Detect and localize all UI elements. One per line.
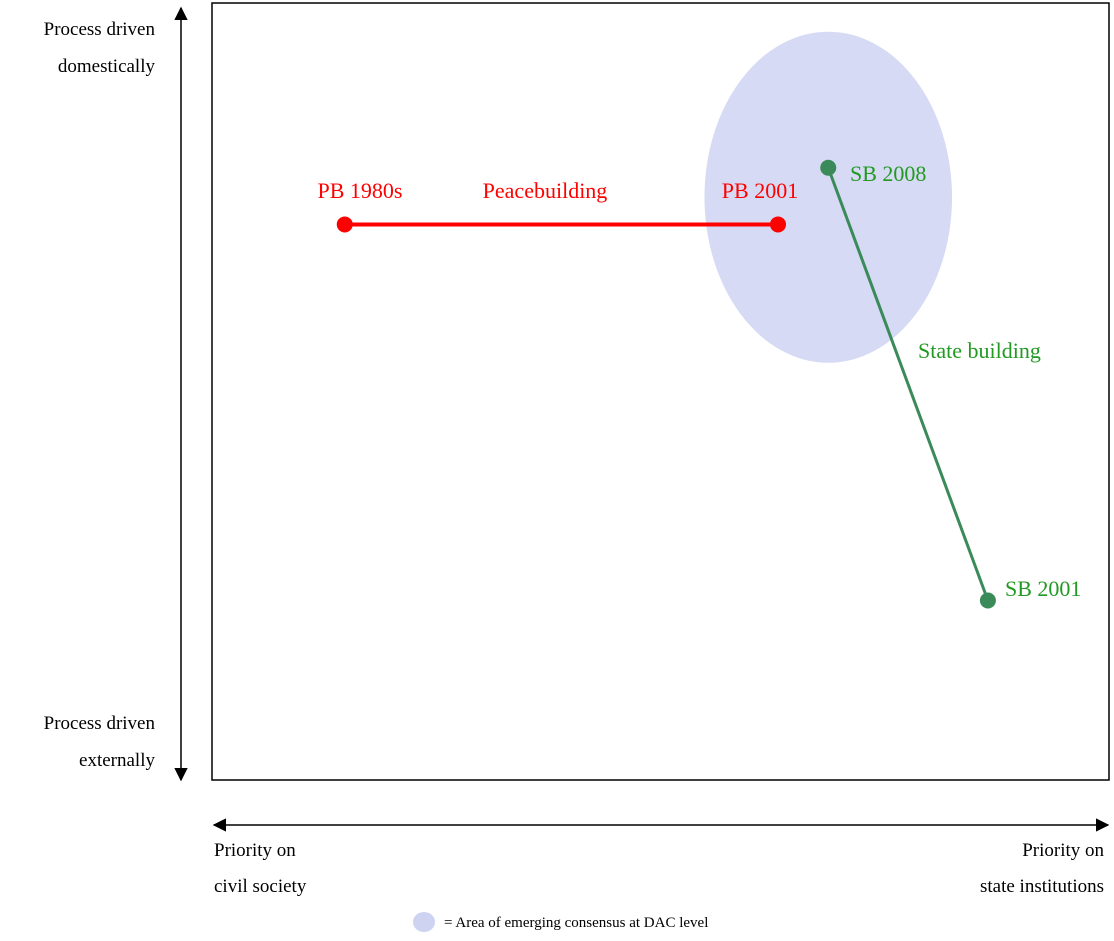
statebuilding-end-point xyxy=(820,159,837,176)
x-axis-right-label-line1: Priority on xyxy=(1022,840,1104,861)
blue-ellipse-icon xyxy=(413,912,435,932)
statebuilding-name-label: State building xyxy=(918,338,1041,363)
x-axis-left-label-line2: civil society xyxy=(214,876,307,897)
peacebuilding-start-label: PB 1980s xyxy=(318,178,403,203)
statebuilding-start-label: SB 2001 xyxy=(1005,576,1081,601)
statebuilding-end-label: SB 2008 xyxy=(850,161,926,186)
y-axis-top-label-line2: domestically xyxy=(58,56,156,77)
y-axis-bottom-label-line2: externally xyxy=(79,750,155,771)
peacebuilding-name-label: Peacebuilding xyxy=(483,178,608,203)
statebuilding-line xyxy=(826,167,990,602)
legend-text: = Area of emerging consensus at DAC leve… xyxy=(444,915,708,931)
peacebuilding-start-point xyxy=(336,216,353,233)
statebuilding-start-point xyxy=(979,592,996,609)
y-axis-top-label-line1: Process driven xyxy=(44,19,156,40)
peacebuilding-end-label: PB 2001 xyxy=(722,178,798,203)
peacebuilding-end-point xyxy=(770,216,787,233)
x-axis-right-label-line2: state institutions xyxy=(980,876,1104,897)
consensus-area-ellipse xyxy=(704,31,953,363)
x-axis-left-label-line1: Priority on xyxy=(214,840,296,861)
plot-frame xyxy=(211,2,1110,781)
y-axis-bottom-label-line1: Process driven xyxy=(44,713,156,734)
